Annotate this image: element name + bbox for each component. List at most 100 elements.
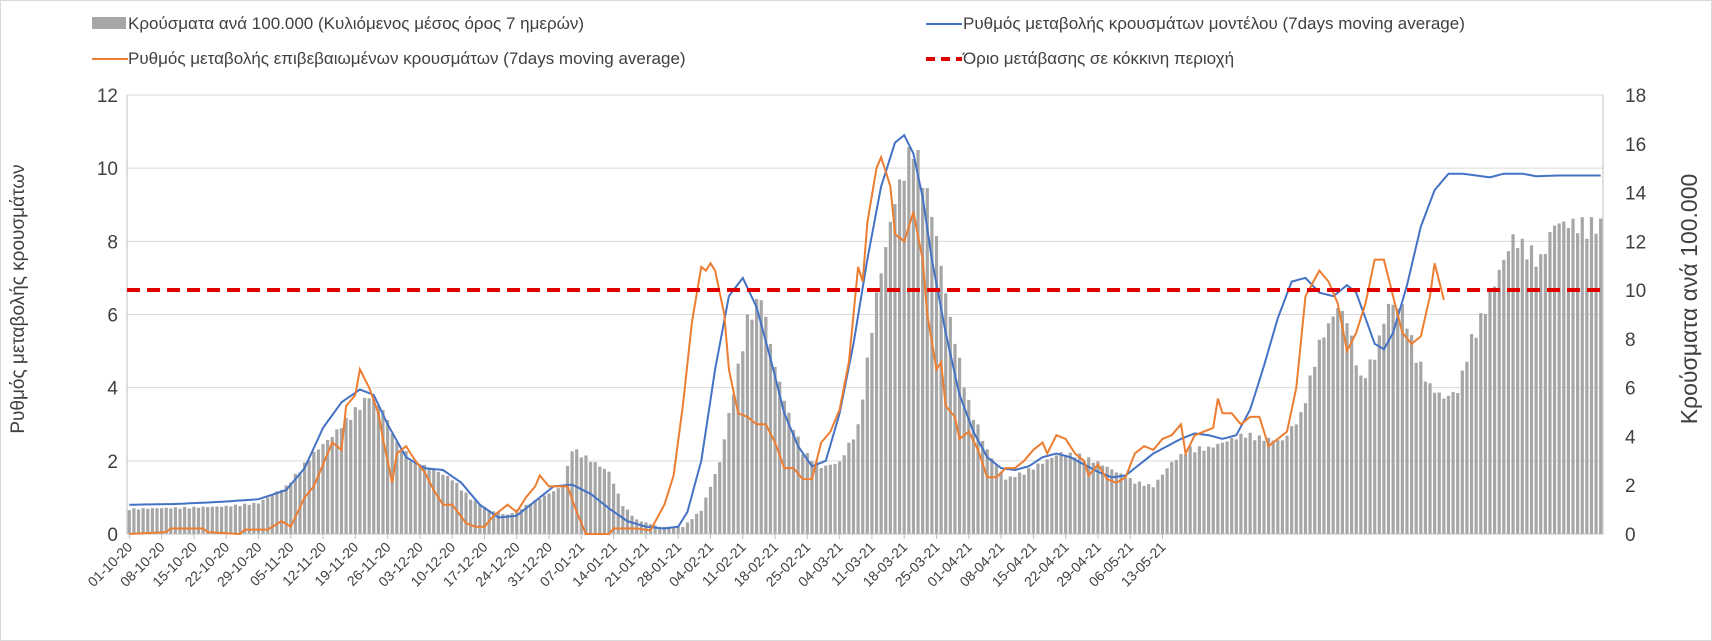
bar: [1299, 412, 1303, 534]
axes: [126, 95, 1604, 535]
bar: [1511, 234, 1515, 534]
bar: [1243, 437, 1248, 534]
bar: [1188, 446, 1192, 534]
bar: [229, 506, 233, 534]
bar: [1137, 481, 1142, 534]
bar: [851, 439, 856, 534]
left-tick-label: 6: [107, 306, 118, 327]
bar: [773, 366, 777, 534]
bar: [275, 491, 279, 534]
left-axis-title: Ρυθμός μεταβολής κρουσμάτων: [8, 164, 29, 433]
bar: [957, 357, 962, 534]
bar: [1165, 468, 1169, 534]
bar: [1179, 453, 1183, 534]
bar: [528, 503, 533, 534]
bar: [699, 510, 703, 534]
bar: [1160, 474, 1165, 534]
bar: [169, 508, 173, 534]
bar: [321, 444, 325, 534]
bar: [344, 417, 348, 534]
bar: [533, 500, 537, 534]
bar: [1087, 457, 1091, 534]
bar: [192, 506, 196, 534]
bar: [1202, 450, 1206, 534]
bar: [865, 357, 869, 534]
bar: [1225, 441, 1229, 534]
bar: [422, 464, 427, 534]
bar: [307, 460, 311, 534]
bar: [1350, 335, 1354, 534]
bar: [1483, 313, 1487, 534]
bar: [921, 187, 925, 534]
bar: [1331, 316, 1335, 534]
bar: [1253, 440, 1257, 534]
bar: [1400, 304, 1404, 534]
bar: [381, 410, 385, 534]
bar: [432, 469, 436, 534]
bar: [1050, 457, 1054, 534]
bar: [685, 522, 690, 534]
bar: [1234, 439, 1238, 534]
right-tick-label: 10: [1625, 281, 1646, 302]
bar: [1456, 393, 1460, 534]
bar: [999, 471, 1003, 534]
bar: [953, 343, 957, 534]
bar: [312, 451, 316, 534]
bar: [1534, 266, 1538, 534]
bar: [1414, 362, 1418, 534]
bar: [547, 493, 551, 534]
bar: [1100, 465, 1105, 534]
bar: [1147, 484, 1151, 534]
bar: [1552, 225, 1557, 534]
bar: [1271, 440, 1275, 534]
bar: [1391, 304, 1395, 534]
bar: [584, 455, 588, 534]
bar: [289, 482, 293, 534]
bar: [1428, 383, 1432, 534]
bar: [1589, 217, 1594, 534]
bar: [538, 498, 542, 534]
bar: [1562, 221, 1566, 534]
bar: [270, 494, 274, 534]
bar: [1465, 361, 1469, 534]
bar: [1474, 337, 1478, 534]
bar: [187, 508, 191, 534]
bar: [755, 298, 759, 534]
bar: [339, 428, 344, 534]
bar: [1409, 335, 1414, 534]
bar: [902, 180, 906, 534]
bar: [206, 507, 210, 534]
bar: [884, 247, 888, 534]
bar: [1266, 437, 1271, 534]
bar: [1363, 378, 1368, 534]
left-tick-label: 4: [107, 379, 118, 400]
left-tick-label: 0: [107, 525, 118, 546]
bar: [496, 512, 500, 534]
bar: [1548, 232, 1552, 534]
bar: [635, 519, 639, 534]
bar: [1373, 359, 1377, 534]
bar: [1230, 438, 1234, 534]
bar: [455, 482, 459, 534]
legend-bars-label: Κρούσματα ανά 100.000 (Κυλιόμενος μέσος …: [128, 14, 584, 33]
right-tick-label: 16: [1625, 135, 1646, 156]
bar: [911, 159, 916, 534]
bar: [353, 407, 357, 534]
bar: [395, 441, 399, 534]
bar: [358, 409, 362, 534]
bar: [215, 506, 219, 534]
bar: [708, 486, 713, 534]
bar: [1170, 461, 1174, 534]
bar: [1156, 479, 1160, 534]
bar: [1294, 424, 1298, 534]
bar: [1197, 446, 1202, 534]
bar: [667, 526, 671, 534]
bar: [279, 489, 284, 534]
bar: [833, 464, 837, 534]
bar: [464, 492, 468, 534]
bar: [326, 439, 330, 534]
bar: [1313, 366, 1317, 534]
bar: [556, 488, 560, 534]
bar: [1497, 269, 1501, 534]
bar: [967, 399, 971, 534]
